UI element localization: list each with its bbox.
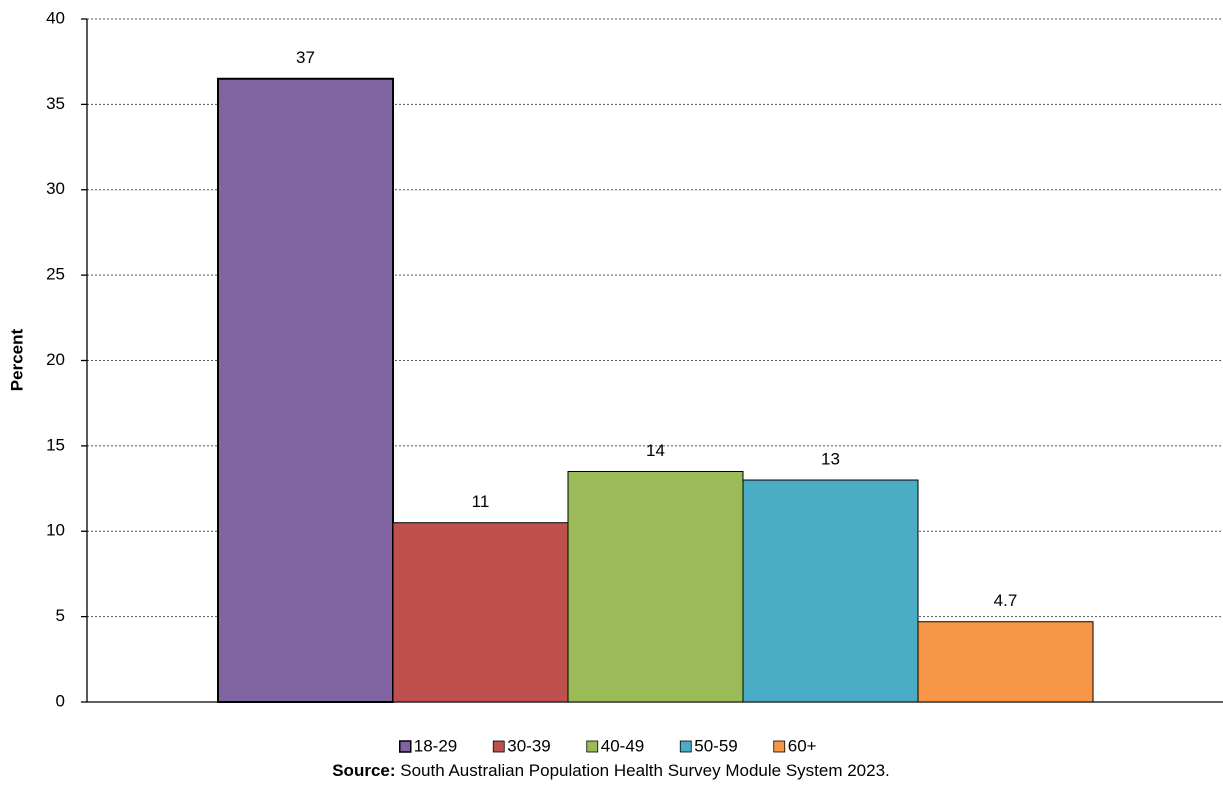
bar	[392, 522, 569, 703]
legend-swatch	[492, 740, 505, 753]
legend-label: 40-49	[601, 736, 644, 755]
value-label: 14	[646, 441, 665, 460]
y-tick-label: 35	[46, 94, 65, 113]
source-label: Source:	[332, 761, 395, 780]
legend-label: 60+	[788, 736, 817, 755]
y-tick-label: 15	[46, 435, 65, 454]
bar	[217, 77, 394, 703]
y-tick-label: 0	[56, 691, 65, 710]
bar	[917, 621, 1094, 703]
legend-label: 30-39	[507, 736, 550, 755]
legend-swatch	[399, 740, 412, 753]
value-label: 11	[472, 492, 490, 511]
legend-swatch	[679, 740, 692, 753]
y-tick-label: 5	[56, 606, 65, 625]
y-tick-label: 30	[46, 179, 65, 198]
y-tick-label: 10	[46, 521, 65, 540]
bar	[742, 479, 919, 703]
value-label: 13	[821, 450, 840, 469]
y-tick-label: 20	[46, 350, 65, 369]
legend-label: 18-29	[414, 736, 457, 755]
bar	[567, 470, 744, 703]
legend-label: 50-59	[694, 736, 737, 755]
legend-swatch	[586, 740, 599, 753]
source-note: Source: South Australian Population Heal…	[332, 761, 890, 780]
y-tick-label: 25	[46, 265, 65, 284]
value-label: 37	[296, 48, 315, 67]
legend-swatch	[773, 740, 786, 753]
value-label: 4.7	[994, 591, 1018, 610]
y-axis-label: Percent	[7, 328, 26, 391]
source-text: South Australian Population Health Surve…	[400, 761, 890, 780]
y-tick-label: 40	[46, 8, 65, 27]
